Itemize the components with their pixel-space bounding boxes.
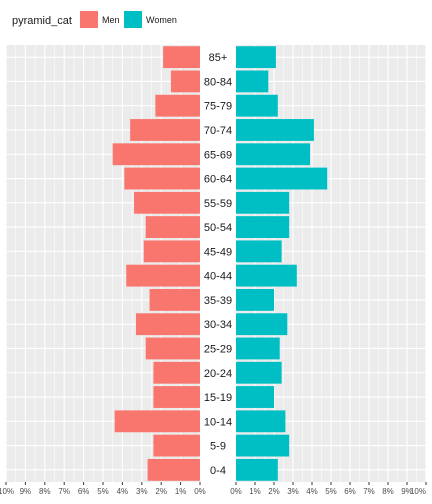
bar-men-65-69 bbox=[112, 143, 200, 166]
bar-men-10-14 bbox=[114, 410, 200, 433]
tick-label: 4% bbox=[306, 487, 318, 496]
age-label: 65-69 bbox=[204, 149, 232, 161]
bar-men-0-4 bbox=[147, 458, 200, 481]
age-label: 5-9 bbox=[210, 441, 226, 453]
age-label: 60-64 bbox=[204, 174, 232, 186]
age-label: 75-79 bbox=[204, 101, 232, 113]
tick-label: 0% bbox=[230, 487, 242, 496]
bar-men-50-54 bbox=[145, 216, 200, 239]
bar-women-25-29 bbox=[236, 337, 280, 360]
age-label: 10-14 bbox=[204, 416, 232, 428]
tick-label: 3% bbox=[136, 487, 148, 496]
age-label: 40-44 bbox=[204, 271, 232, 283]
women-bars bbox=[236, 46, 328, 481]
tick-label: 5% bbox=[325, 487, 337, 496]
women-panel: 0% 1% 2% 3% 4% 5% 6% 7% 8% 9%10% bbox=[230, 45, 427, 496]
age-label: 50-54 bbox=[204, 222, 232, 234]
age-label: 70-74 bbox=[204, 125, 232, 137]
age-label: 25-29 bbox=[204, 343, 232, 355]
tick-label: 9% bbox=[401, 487, 413, 496]
bar-women-75-79 bbox=[236, 94, 278, 117]
tick-label: 5% bbox=[97, 487, 109, 496]
legend-label-women: Women bbox=[146, 15, 177, 25]
age-label: 80-84 bbox=[204, 76, 232, 88]
age-label: 30-34 bbox=[204, 319, 232, 331]
women-axis-ticks: 0% 1% 2% 3% 4% 5% 6% 7% 8% 9%10% bbox=[230, 482, 427, 496]
age-label: 85+ bbox=[209, 52, 228, 64]
bar-men-45-49 bbox=[143, 240, 200, 263]
bar-men-15-19 bbox=[153, 386, 200, 408]
age-label: 15-19 bbox=[204, 392, 232, 404]
bar-women-30-34 bbox=[236, 313, 288, 336]
age-label: 20-24 bbox=[204, 368, 232, 380]
bar-men-55-59 bbox=[134, 191, 200, 214]
age-group-labels: 0-4 5-9 10-14 15-19 20-24 25-29 30-34 35-39 40-4… bbox=[204, 52, 232, 477]
age-label: 45-49 bbox=[204, 246, 232, 258]
bar-women-80-84 bbox=[236, 70, 269, 93]
bar-women-20-24 bbox=[236, 361, 282, 384]
bar-men-60-64 bbox=[124, 167, 200, 190]
legend-title: pyramid_cat bbox=[12, 15, 72, 27]
bar-women-85+ bbox=[236, 46, 276, 69]
bar-women-45-49 bbox=[236, 240, 282, 263]
tick-label: 6% bbox=[344, 487, 356, 496]
tick-label: 1% bbox=[175, 487, 187, 496]
tick-label: 3% bbox=[287, 487, 299, 496]
bar-men-20-24 bbox=[153, 361, 200, 384]
tick-label: 8% bbox=[382, 487, 394, 496]
bar-men-80-84 bbox=[170, 70, 200, 93]
bar-men-35-39 bbox=[149, 288, 200, 311]
bar-women-55-59 bbox=[236, 191, 290, 214]
age-label: 55-59 bbox=[204, 198, 232, 210]
tick-label: 1% bbox=[249, 487, 261, 496]
bar-men-25-29 bbox=[145, 337, 200, 360]
legend-key-women bbox=[124, 11, 142, 28]
bar-men-70-74 bbox=[130, 119, 200, 141]
legend-key-men bbox=[80, 11, 98, 28]
tick-label: 2% bbox=[155, 487, 167, 496]
bar-men-30-34 bbox=[135, 313, 200, 336]
bar-women-15-19 bbox=[236, 386, 274, 408]
tick-label: 0% bbox=[194, 487, 206, 496]
tick-label: 10% bbox=[0, 487, 14, 496]
bar-women-0-4 bbox=[236, 458, 278, 481]
bar-women-35-39 bbox=[236, 288, 274, 311]
men-axis-ticks: 10% 9% 8% 7% 6% 5% 4% 3% 2% 1% 0% bbox=[0, 482, 206, 496]
tick-label: 7% bbox=[58, 487, 70, 496]
bar-men-5-9 bbox=[153, 434, 200, 457]
age-label: 35-39 bbox=[204, 295, 232, 307]
tick-label: 2% bbox=[268, 487, 280, 496]
bar-women-50-54 bbox=[236, 216, 290, 239]
men-bars bbox=[112, 46, 200, 481]
bar-men-40-44 bbox=[126, 264, 200, 287]
legend-label-men: Men bbox=[102, 15, 120, 25]
bar-women-70-74 bbox=[236, 119, 314, 141]
bar-women-10-14 bbox=[236, 410, 286, 433]
bar-women-65-69 bbox=[236, 143, 311, 166]
men-panel: 10% 9% 8% 7% 6% 5% 4% 3% 2% 1% 0% bbox=[0, 45, 206, 496]
tick-label: 10% bbox=[410, 487, 426, 496]
bar-women-60-64 bbox=[236, 167, 328, 190]
tick-label: 6% bbox=[78, 487, 90, 496]
tick-label: 8% bbox=[39, 487, 51, 496]
tick-label: 9% bbox=[20, 487, 32, 496]
bar-women-5-9 bbox=[236, 434, 290, 457]
bar-men-85+ bbox=[163, 46, 200, 69]
bar-women-40-44 bbox=[236, 264, 297, 287]
legend: pyramid_cat Men Women bbox=[12, 11, 177, 28]
bar-men-75-79 bbox=[155, 94, 200, 117]
age-label: 0-4 bbox=[210, 465, 226, 477]
tick-label: 4% bbox=[117, 487, 129, 496]
tick-label: 7% bbox=[363, 487, 375, 496]
